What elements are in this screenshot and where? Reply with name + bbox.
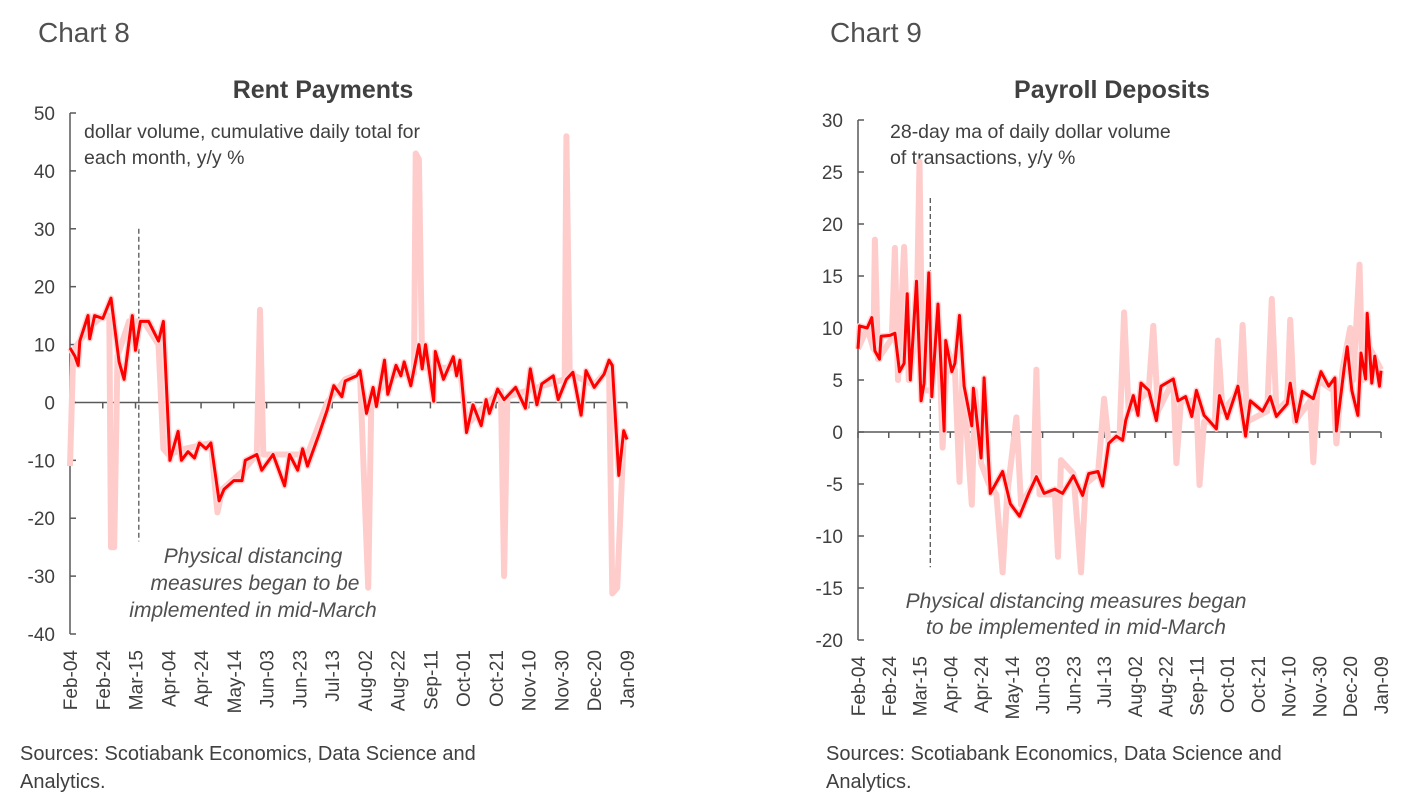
x-tick-label: Oct-21 (487, 650, 508, 707)
chart-note-line-1: dollar volume, cumulative daily total fo… (84, 121, 420, 143)
sources-line-1: Sources: Scotiabank Economics, Data Scie… (20, 743, 476, 765)
x-tick-label: Oct-21 (1249, 656, 1270, 713)
x-tick-label: Jun-23 (1064, 656, 1085, 714)
x-tick-label: Nov-30 (1310, 656, 1331, 717)
x-tick-label: Mar-15 (127, 650, 148, 710)
chart-note-line-1: 28-day ma of daily dollar volume (890, 121, 1171, 143)
annotation-line-1: Physical distancing measures began (906, 590, 1247, 613)
x-tick-label: Jun-03 (1034, 656, 1055, 714)
x-tick-label: Aug-22 (389, 650, 410, 711)
x-tick-label: Dec-20 (585, 650, 606, 711)
y-tick-label: 10 (34, 336, 55, 357)
y-tick-label: 15 (822, 267, 843, 288)
y-tick-label: 25 (822, 163, 843, 184)
x-tick-label: Feb-24 (94, 650, 115, 711)
annotation-line-1: Physical distancing (164, 545, 343, 568)
x-tick-label: Sep-11 (1187, 656, 1208, 716)
y-tick-label: 30 (822, 111, 843, 132)
annotation-line-3: implemented in mid-March (129, 599, 376, 622)
x-tick-label: Jul-13 (323, 650, 344, 702)
chart-note-line-2: of transactions, y/y % (890, 147, 1075, 169)
x-tick-label: Feb-04 (61, 650, 82, 711)
y-tick-label: 0 (832, 423, 843, 444)
annotation-line-2: measures began to be (151, 572, 360, 595)
chart-label: Chart 9 (830, 17, 922, 48)
x-tick-label: Aug-02 (1126, 656, 1147, 717)
y-tick-label: 50 (34, 104, 55, 125)
y-tick-label: -15 (816, 579, 843, 600)
y-tick-label: -5 (826, 475, 843, 496)
chart-note-line-2: each month, y/y % (84, 147, 244, 169)
x-tick-label: Feb-24 (880, 656, 901, 717)
x-tick-label: Jul-13 (1095, 656, 1116, 708)
y-tick-label: 30 (34, 220, 55, 241)
x-tick-label: Mar-15 (911, 656, 932, 716)
series-line-light (67, 133, 627, 597)
chart-9-payroll-deposits: Chart 9 Payroll Deposits 28-day ma of da… (816, 17, 1393, 793)
y-tick-label: -10 (28, 451, 55, 472)
x-tick-label: Nov-10 (520, 650, 541, 711)
x-tick-label: Apr-04 (159, 650, 180, 707)
y-tick-label: -20 (816, 631, 843, 652)
y-tick-label: 40 (34, 162, 55, 183)
y-tick-label: 10 (822, 319, 843, 340)
x-tick-label: Apr-04 (941, 656, 962, 713)
x-tick-label: Apr-24 (192, 650, 213, 707)
chart-title: Rent Payments (233, 76, 414, 104)
x-tick-label: Jan-09 (1372, 656, 1393, 714)
x-tick-label: Jan-09 (618, 650, 639, 708)
y-tick-label: -40 (28, 625, 55, 646)
x-tick-label: Jun-23 (290, 650, 311, 708)
y-tick-label: -10 (816, 527, 843, 548)
x-tick-label: Jun-03 (258, 650, 279, 708)
y-tick-label: 0 (44, 393, 55, 414)
x-tick-label: Aug-02 (356, 650, 377, 711)
y-tick-label: -30 (28, 567, 55, 588)
sources-line-1: Sources: Scotiabank Economics, Data Scie… (826, 743, 1282, 765)
sources-line-2: Analytics. (826, 771, 912, 793)
x-tick-label: May-14 (1003, 656, 1024, 720)
annotation-line-2: to be implemented in mid-March (926, 616, 1226, 639)
x-tick-label: May-14 (225, 650, 246, 714)
chart-label: Chart 8 (38, 17, 130, 48)
chart-8-rent-payments: Chart 8 Rent Payments dollar volume, cum… (20, 17, 639, 793)
x-tick-label: Dec-20 (1341, 656, 1362, 717)
y-tick-label: 5 (832, 371, 843, 392)
x-tick-label: Feb-04 (849, 656, 870, 717)
x-tick-label: Nov-30 (552, 650, 573, 711)
chart-title: Payroll Deposits (1014, 76, 1210, 104)
y-tick-label: 20 (822, 215, 843, 236)
series-line-bold (68, 296, 629, 503)
x-tick-label: Aug-22 (1157, 656, 1178, 717)
x-tick-label: Sep-11 (421, 650, 442, 710)
y-tick-label: -20 (28, 509, 55, 530)
series-line-bold (856, 271, 1383, 518)
x-tick-label: Oct-01 (1218, 656, 1239, 713)
x-tick-label: Apr-24 (972, 656, 993, 713)
x-tick-label: Nov-10 (1280, 656, 1301, 717)
x-tick-label: Oct-01 (454, 650, 475, 707)
sources-line-2: Analytics. (20, 771, 106, 793)
y-tick-label: 20 (34, 278, 55, 299)
